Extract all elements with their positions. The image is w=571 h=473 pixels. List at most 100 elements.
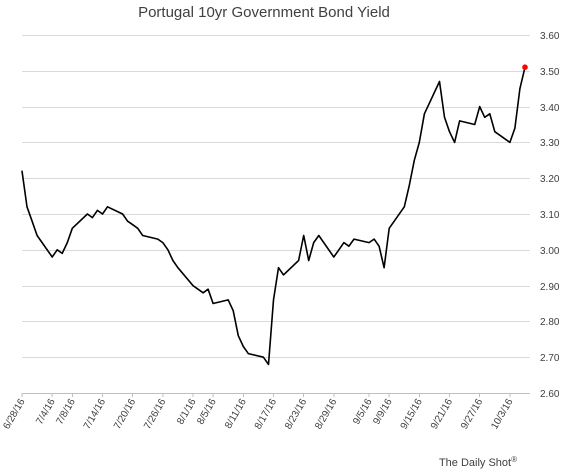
x-tick-label: 9/21/16	[429, 397, 455, 432]
data-point	[338, 249, 340, 251]
data-point	[61, 252, 63, 254]
x-axis	[21, 393, 530, 397]
y-tick-label: 2.70	[540, 353, 560, 364]
data-point	[479, 106, 481, 108]
data-point	[484, 116, 486, 118]
data-point	[106, 206, 109, 208]
x-tick-label: 8/29/16	[313, 397, 339, 432]
data-point	[142, 234, 144, 237]
data-point	[242, 345, 244, 348]
data-point	[36, 234, 38, 237]
credit-text: The Daily Shot®	[439, 455, 517, 469]
data-point	[177, 267, 179, 269]
data-point	[454, 141, 456, 143]
x-tick-labels: 6/28/16 7/4/167/8/16 7/14/16 7/20/16 7/26/16…	[1, 397, 515, 432]
data-point	[282, 274, 285, 276]
y-tick-label: 3.20	[540, 174, 560, 185]
data-point	[192, 285, 194, 287]
data-point	[167, 249, 169, 251]
x-tick-label: 9/27/16	[459, 397, 485, 432]
data-point	[373, 238, 375, 240]
last-data-point	[522, 64, 528, 70]
data-point	[237, 335, 239, 337]
y-tick-label: 2.90	[540, 282, 560, 293]
x-tick-label: 8/17/16	[253, 397, 279, 432]
data-point	[262, 356, 264, 358]
data-point	[31, 220, 33, 222]
x-tick-label: 8/11/16	[223, 397, 249, 431]
credit-name: The Daily Shot	[439, 457, 511, 469]
data-point	[212, 302, 214, 305]
data-point	[162, 242, 164, 244]
data-point	[514, 127, 516, 129]
data-point	[207, 288, 209, 290]
y-tick-label: 3.40	[540, 103, 560, 114]
data-point	[137, 227, 139, 229]
data-point	[509, 141, 511, 143]
data-point	[132, 224, 134, 226]
series-line	[21, 67, 526, 366]
data-point	[403, 206, 405, 208]
credit-mark: ®	[511, 455, 517, 464]
x-tick-label: 7/20/16	[112, 397, 138, 432]
data-point	[494, 131, 496, 133]
y-axis: 2.60 2.70 2.80 2.90 3.00 3.10 3.20 3.30 3.40 3.50…	[540, 31, 560, 400]
data-point	[333, 256, 335, 258]
data-point	[71, 227, 73, 229]
data-point	[51, 256, 53, 258]
data-point	[443, 116, 446, 118]
data-point	[272, 299, 275, 301]
data-point	[423, 113, 425, 115]
data-point	[227, 299, 229, 301]
y-tick-label: 3.50	[540, 67, 560, 78]
data-point	[313, 242, 315, 244]
data-point	[318, 234, 320, 237]
y-tick-label: 3.30	[540, 138, 560, 149]
y-tick-label: 3.10	[540, 210, 560, 221]
data-point	[202, 292, 204, 294]
y-tick-label: 3.00	[540, 246, 560, 257]
data-point	[157, 238, 159, 240]
data-point	[303, 234, 305, 237]
x-tick-label: 8/23/16	[283, 397, 309, 432]
data-point	[343, 242, 345, 244]
data-point	[277, 267, 280, 269]
x-tick-label: 9/15/16	[399, 397, 425, 432]
x-tick-label: 9/9/16	[371, 397, 395, 427]
data-point	[101, 213, 104, 215]
x-tick-label: 6/28/16	[1, 397, 27, 432]
data-point	[388, 227, 390, 229]
data-point	[122, 213, 124, 215]
data-point	[474, 123, 476, 126]
data-point	[489, 113, 491, 115]
data-point	[348, 245, 350, 247]
data-point	[172, 259, 174, 262]
data-point	[232, 310, 234, 312]
data-point	[353, 238, 355, 240]
x-tick-label: 10/3/16	[489, 397, 515, 432]
data-point	[413, 159, 415, 161]
gridlines	[22, 35, 530, 358]
x-tick-label: 7/14/16	[82, 397, 108, 432]
data-point	[127, 220, 129, 222]
chart-title: Portugal 10yr Government Bond Yield	[138, 4, 390, 21]
x-tick-label: 7/26/16	[142, 397, 168, 432]
data-point	[91, 217, 93, 219]
data-point	[459, 120, 461, 122]
data-point	[519, 88, 521, 90]
data-point	[66, 242, 68, 244]
data-point	[383, 267, 385, 269]
data-point	[197, 288, 199, 290]
y-tick-label: 2.60	[540, 389, 560, 400]
data-point	[368, 242, 370, 244]
y-tick-label: 2.80	[540, 317, 560, 328]
data-point	[298, 259, 300, 262]
data-point	[86, 213, 88, 215]
data-point	[267, 363, 270, 365]
data-point	[438, 80, 441, 83]
data-point	[96, 209, 98, 211]
x-tick-label: 7/8/16	[54, 397, 78, 427]
data-points	[21, 64, 528, 365]
data-point	[378, 245, 380, 247]
